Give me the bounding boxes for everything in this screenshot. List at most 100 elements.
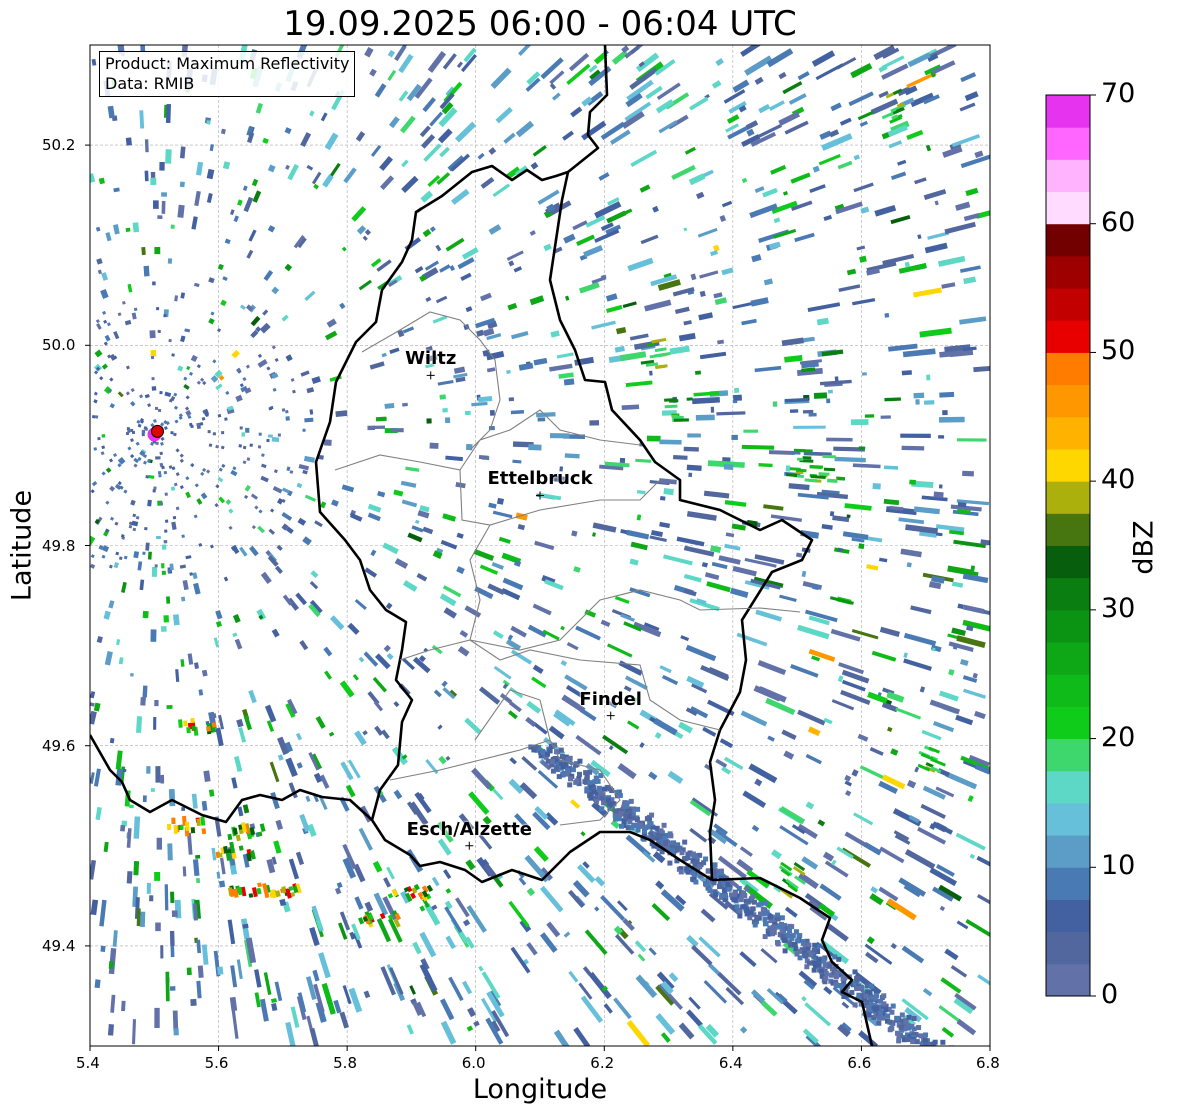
radar-echo xyxy=(957,603,964,610)
radar-echo xyxy=(720,881,726,887)
radar-echo xyxy=(391,888,399,897)
radar-echo xyxy=(505,166,521,180)
radar-echo xyxy=(809,184,826,194)
radar-echo xyxy=(731,523,746,531)
radar-echo xyxy=(254,505,259,510)
radar-echo xyxy=(683,573,702,583)
radar-echo xyxy=(645,85,663,100)
radar-echo xyxy=(915,399,920,405)
radar-echo xyxy=(886,691,905,703)
radar-echo xyxy=(277,433,281,437)
radar-echo xyxy=(788,942,794,948)
radar-echo xyxy=(222,161,231,170)
radar-echo xyxy=(582,861,590,869)
radar-echo xyxy=(414,519,420,525)
radar-echo xyxy=(220,299,227,307)
radar-echo xyxy=(732,394,743,402)
radar-echo xyxy=(705,868,711,874)
radar-echo xyxy=(692,396,720,405)
radar-echo xyxy=(785,465,791,472)
radar-echo xyxy=(588,784,594,790)
radar-echo xyxy=(126,871,133,884)
radar-echo xyxy=(206,193,213,203)
radar-echo xyxy=(619,457,626,464)
radar-echo xyxy=(447,155,465,172)
radar-echo xyxy=(841,669,870,684)
radar-echo xyxy=(144,139,149,153)
radar-echo xyxy=(133,860,140,876)
radar-echo xyxy=(225,499,232,505)
radar-echo xyxy=(881,63,909,80)
radar-echo xyxy=(951,1050,956,1055)
district-border xyxy=(334,454,661,526)
radar-echo xyxy=(677,845,683,851)
radar-echo xyxy=(220,128,226,135)
radar-echo xyxy=(818,472,830,476)
radar-echo xyxy=(231,777,238,789)
radar-echo xyxy=(573,762,579,768)
radar-echo xyxy=(669,844,675,850)
radar-echo xyxy=(393,489,404,497)
radar-echo xyxy=(850,419,869,426)
radar-echo xyxy=(717,339,725,345)
radar-echo xyxy=(270,998,277,1004)
radar-echo xyxy=(795,552,803,558)
radar-echo xyxy=(165,519,169,523)
radar-echo xyxy=(659,495,666,501)
radar-echo xyxy=(583,770,589,776)
radar-echo xyxy=(663,488,674,496)
radar-echo xyxy=(267,434,273,438)
radar-echo xyxy=(859,765,886,780)
radar-echo xyxy=(362,916,369,923)
radar-echo xyxy=(198,542,203,547)
radar-echo xyxy=(202,467,207,473)
radar-echo xyxy=(237,199,243,206)
radar-echo xyxy=(962,619,990,632)
radar-echo xyxy=(215,610,223,620)
radar-echo xyxy=(876,1020,882,1026)
radar-echo xyxy=(191,793,198,809)
radar-echo xyxy=(719,738,734,749)
radar-echo xyxy=(123,489,128,494)
radar-echo xyxy=(741,177,748,184)
radar-echo xyxy=(172,515,177,520)
radar-echo xyxy=(181,806,186,811)
radar-echo xyxy=(886,898,917,921)
radar-echo xyxy=(658,828,664,834)
radar-echo xyxy=(155,766,161,783)
radar-echo xyxy=(179,181,185,188)
radar-echo xyxy=(519,782,538,800)
radar-echo xyxy=(300,132,312,147)
radar-echo xyxy=(678,1022,695,1040)
radar-echo xyxy=(717,971,742,996)
radar-echo xyxy=(962,470,974,477)
radar-echo xyxy=(229,996,238,1012)
radar-echo xyxy=(425,296,432,303)
radar-echo xyxy=(186,726,191,734)
radar-echo xyxy=(218,880,226,888)
radar-echo xyxy=(629,815,635,821)
radar-echo xyxy=(64,418,67,421)
radar-echo xyxy=(120,825,126,832)
radar-echo xyxy=(907,1034,913,1040)
radar-echo xyxy=(897,159,907,166)
radar-echo xyxy=(141,246,146,256)
radar-echo xyxy=(656,841,662,847)
radar-echo xyxy=(426,418,432,424)
radar-echo xyxy=(347,622,360,635)
radar-echo xyxy=(427,51,447,73)
radar-echo xyxy=(250,329,259,339)
radar-echo xyxy=(655,984,676,1006)
radar-echo xyxy=(417,510,430,519)
radar-echo xyxy=(101,434,106,438)
radar-echo xyxy=(950,965,968,978)
radar-echo xyxy=(10,406,13,409)
radar-echo xyxy=(209,144,215,152)
radar-echo xyxy=(542,629,560,641)
radar-echo xyxy=(109,516,115,521)
radar-echo xyxy=(793,861,806,872)
radar-echo xyxy=(492,630,504,639)
radar-echo xyxy=(154,699,159,707)
radar-echo xyxy=(227,405,234,411)
colorbar-bin xyxy=(1046,223,1090,257)
